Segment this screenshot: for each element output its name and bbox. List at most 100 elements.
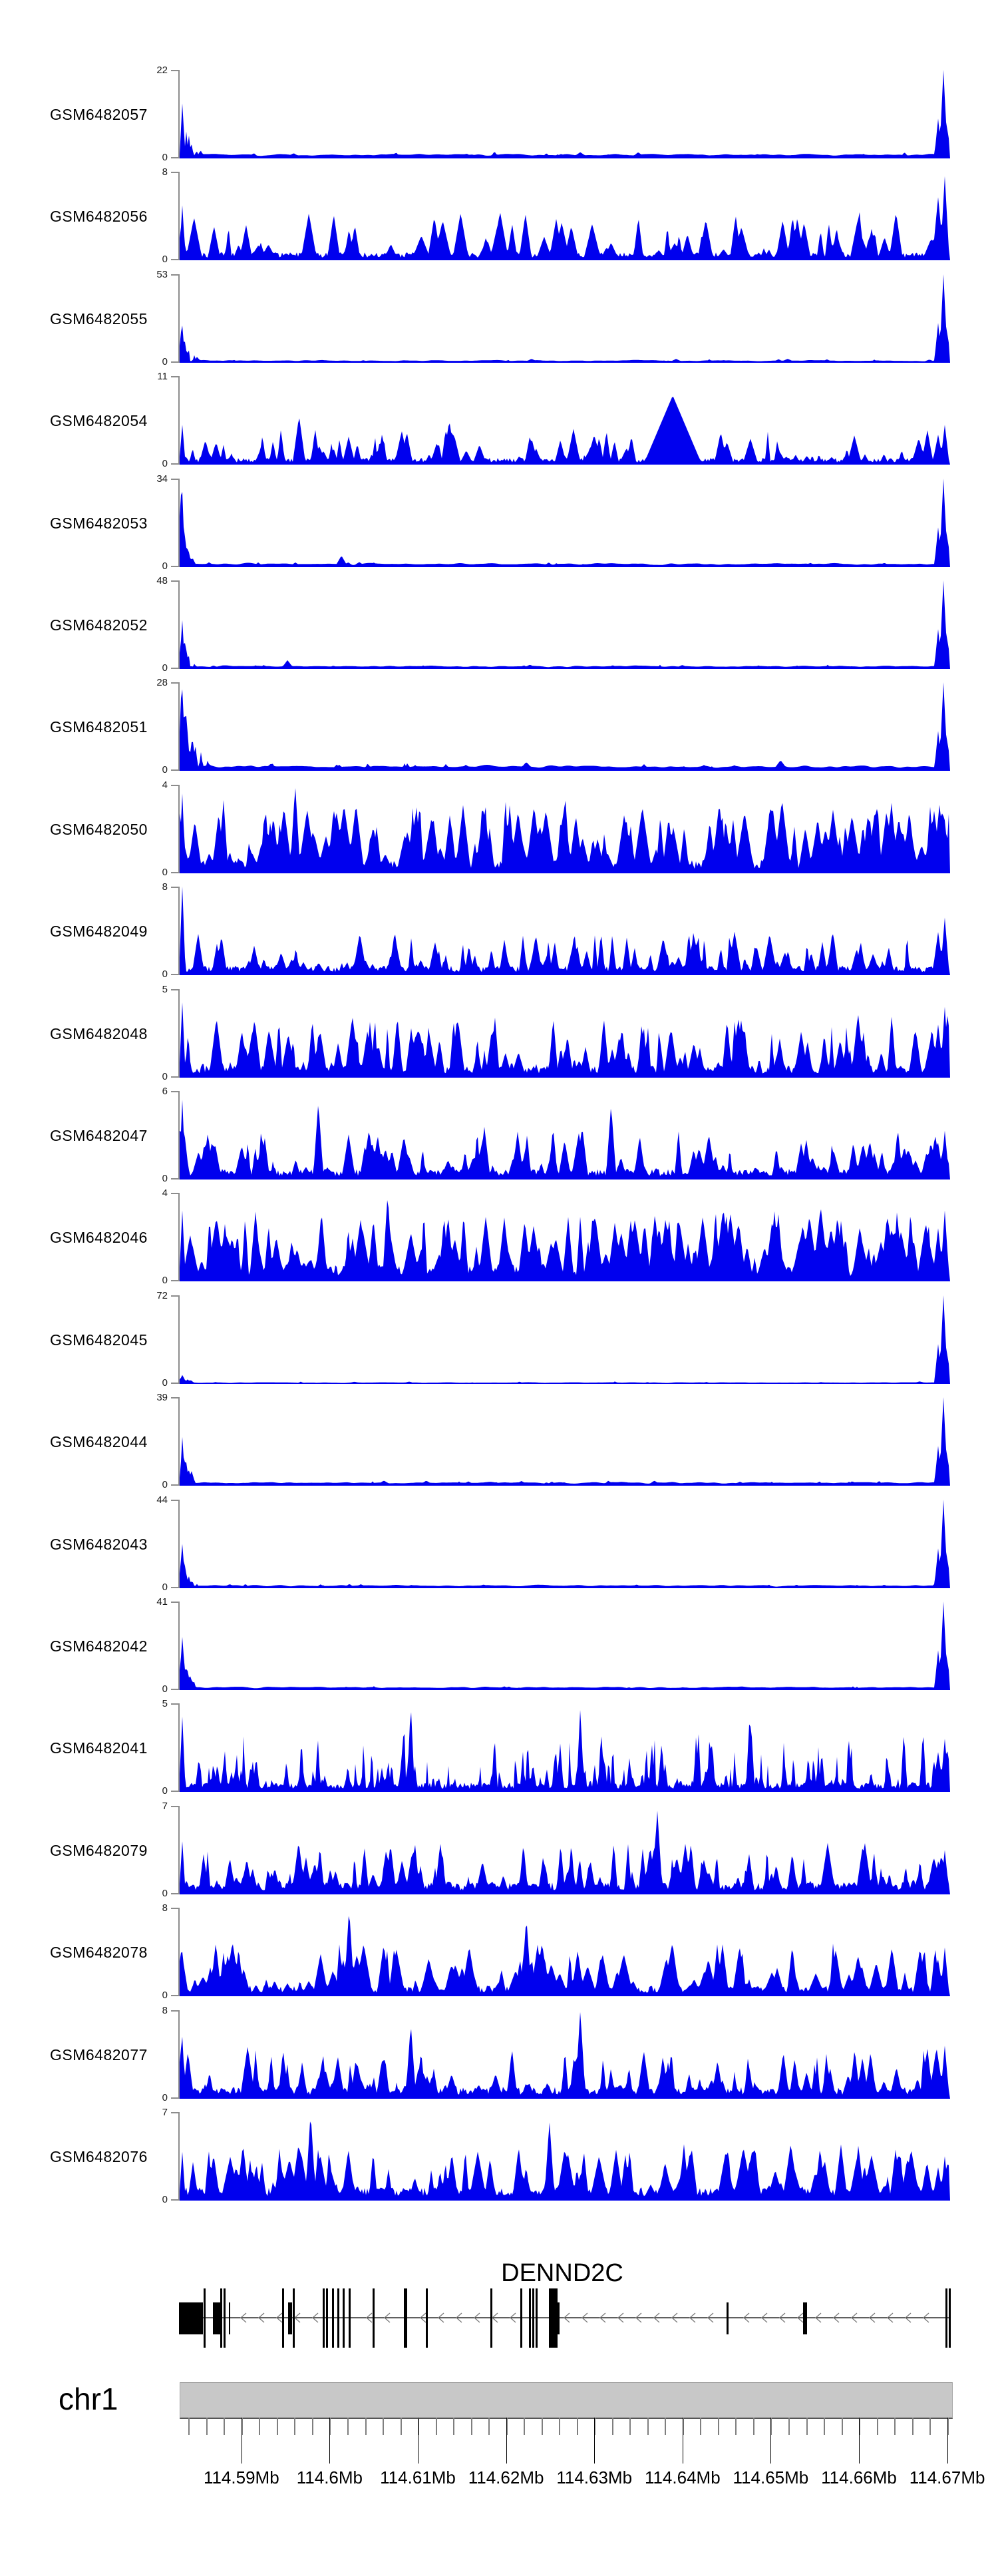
coverage-track-row: GSM6482046 4 0	[0, 1187, 998, 1286]
track-label: GSM6482052	[50, 616, 148, 634]
y-axis-zero-tick	[171, 1178, 180, 1180]
gene-exon	[179, 2302, 203, 2334]
y-axis-zero-label: 0	[162, 1377, 168, 1389]
y-axis-top-tick	[171, 274, 180, 276]
track-label: GSM6482049	[50, 923, 148, 940]
axis-minor-tick	[665, 2418, 667, 2435]
chromosome-label: chr1	[59, 2382, 118, 2416]
minus-strand-arrow-icon	[887, 2312, 894, 2323]
coverage-track-row: GSM6482076 7 0	[0, 2107, 998, 2205]
track-label: GSM6482054	[50, 412, 148, 429]
y-axis-top-tick	[171, 1806, 180, 1807]
coverage-area-plot	[180, 580, 950, 669]
gene-exon	[326, 2288, 328, 2348]
minus-strand-arrow-icon	[384, 2312, 391, 2323]
gene-exon	[224, 2288, 226, 2348]
coverage-track-row: GSM6482050 4 0	[0, 779, 998, 878]
y-axis-max-label: 8	[162, 166, 168, 178]
axis-minor-tick	[752, 2418, 754, 2435]
minus-strand-arrow-icon	[905, 2312, 912, 2323]
minus-strand-arrow-icon	[276, 2312, 283, 2323]
y-axis-top-tick	[171, 1193, 180, 1194]
coverage-track-row: GSM6482078 8 0	[0, 1902, 998, 2001]
y-axis-zero-label: 0	[162, 1275, 168, 1286]
y-axis-zero-label: 0	[162, 662, 168, 674]
gene-exon	[213, 2302, 220, 2334]
y-axis-zero-tick	[171, 1280, 180, 1281]
coverage-area-plot	[180, 887, 950, 975]
y-axis-line	[178, 1193, 180, 1281]
axis-tick-label: 114.66Mb	[821, 2468, 897, 2487]
axis-minor-tick	[735, 2418, 737, 2435]
axis-minor-tick	[929, 2418, 931, 2435]
y-axis-top-tick	[171, 2112, 180, 2113]
y-axis-top-tick	[171, 580, 180, 582]
y-axis-top-tick	[171, 2010, 180, 2012]
y-axis-zero-label: 0	[162, 560, 168, 572]
track-label: GSM6482057	[50, 106, 148, 123]
y-axis-zero-tick	[171, 1484, 180, 1486]
y-axis-max-label: 11	[157, 371, 168, 382]
coverage-track-row: GSM6482053 34 0	[0, 473, 998, 572]
gene-exon	[293, 2288, 295, 2348]
y-axis-top-tick	[171, 1500, 180, 1501]
y-axis-line	[178, 2010, 180, 2099]
gene-exon	[945, 2288, 947, 2348]
y-axis-zero-label: 0	[162, 254, 168, 265]
coverage-track-row: GSM6482077 8 0	[0, 2005, 998, 2103]
minus-strand-arrow-icon	[564, 2312, 570, 2323]
y-axis-zero-tick	[171, 668, 180, 669]
coverage-track-row: GSM6482047 6 0	[0, 1086, 998, 1184]
y-axis-zero-tick	[171, 1893, 180, 1894]
coverage-track-row: GSM6482054 11 0	[0, 371, 998, 469]
axis-minor-tick	[241, 2418, 243, 2435]
track-label: GSM6482055	[50, 310, 148, 327]
coverage-area-plot	[180, 1710, 950, 1792]
track-label: GSM6482041	[50, 1739, 148, 1757]
gene-exon	[332, 2288, 334, 2348]
y-axis-top-tick	[171, 70, 180, 71]
minus-strand-arrow-icon	[689, 2312, 696, 2323]
y-axis-zero-label: 0	[162, 1582, 168, 1593]
y-axis-zero-label: 0	[162, 458, 168, 469]
coverage-area-plot	[180, 1602, 950, 1690]
axis-minor-tick	[611, 2418, 613, 2435]
minus-strand-arrow-icon	[456, 2312, 462, 2323]
minus-strand-arrow-icon	[707, 2312, 714, 2323]
axis-tick-label: 114.59Mb	[203, 2468, 279, 2487]
axis-major-tick	[859, 2418, 860, 2464]
axis-minor-tick	[876, 2418, 878, 2435]
coverage-track-row: GSM6482045 72 0	[0, 1290, 998, 1389]
minus-strand-arrow-icon	[366, 2312, 373, 2323]
minus-strand-arrow-icon	[474, 2312, 480, 2323]
coverage-area-plot	[180, 479, 950, 567]
y-axis-max-label: 4	[162, 779, 168, 791]
y-axis-max-label: 4	[162, 1187, 168, 1199]
axis-minor-tick	[559, 2418, 561, 2435]
y-axis-line	[178, 2112, 180, 2201]
axis-minor-tick	[294, 2418, 296, 2435]
axis-major-tick	[506, 2418, 507, 2464]
y-axis-top-tick	[171, 1091, 180, 1092]
gene-exon	[220, 2288, 222, 2348]
y-axis-line	[178, 580, 180, 669]
minus-strand-arrow-icon	[635, 2312, 642, 2323]
y-axis-line	[178, 682, 180, 771]
y-axis-max-label: 8	[162, 2005, 168, 2016]
coverage-track-row: GSM6482052 48 0	[0, 575, 998, 674]
axis-tick-label: 114.67Mb	[909, 2468, 985, 2487]
minus-strand-arrow-icon	[923, 2312, 929, 2323]
axis-minor-tick	[788, 2418, 790, 2435]
minus-strand-arrow-icon	[582, 2312, 588, 2323]
axis-minor-tick	[647, 2418, 649, 2435]
track-label: GSM6482042	[50, 1637, 148, 1655]
track-label: GSM6482046	[50, 1229, 148, 1246]
y-axis-top-tick	[171, 887, 180, 888]
minus-strand-arrow-icon	[797, 2312, 804, 2323]
coverage-signal	[180, 1500, 950, 1588]
coverage-track-row: GSM6482051 28 0	[0, 677, 998, 775]
track-label: GSM6482076	[50, 2148, 148, 2165]
gene-exon	[426, 2288, 428, 2348]
gene-exon	[490, 2288, 492, 2348]
y-axis-line	[178, 1908, 180, 1996]
